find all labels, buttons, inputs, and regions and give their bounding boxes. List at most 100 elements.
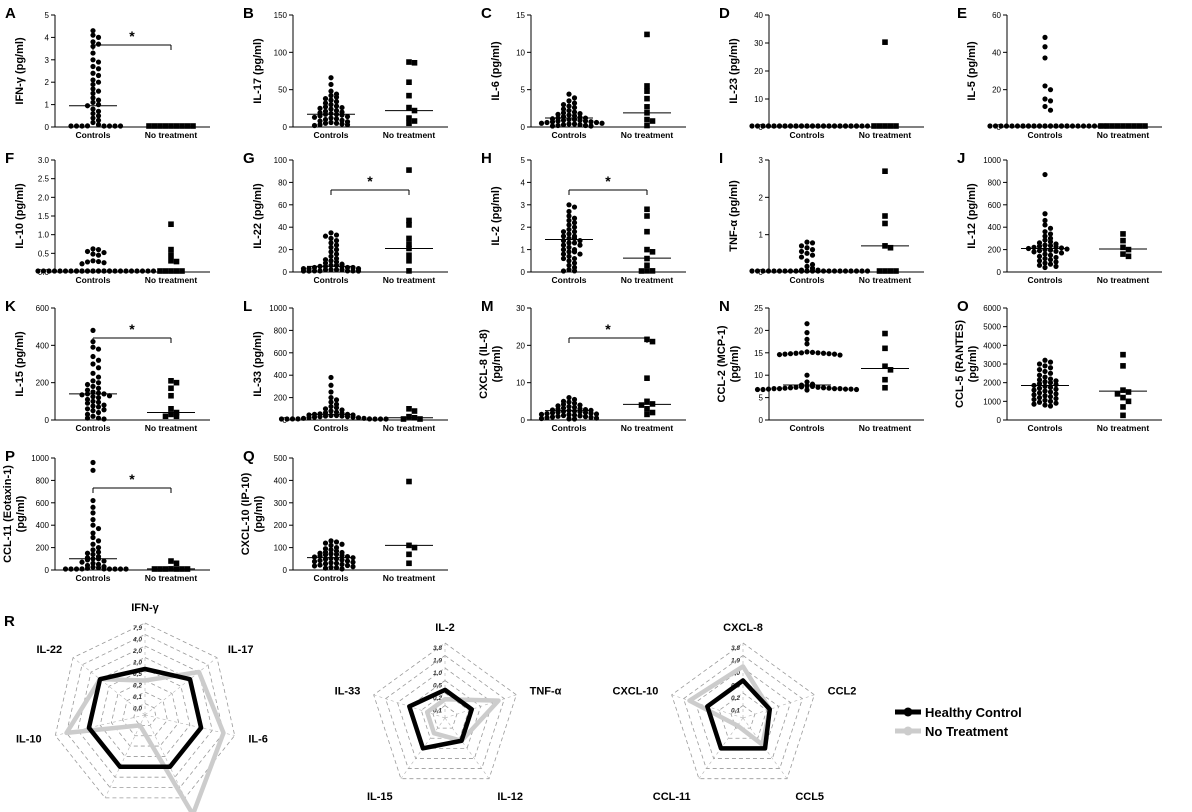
data-point-controls xyxy=(95,525,102,532)
data-point-controls xyxy=(760,386,766,393)
data-point-controls xyxy=(571,412,578,418)
data-point-controls xyxy=(90,541,96,547)
data-point-controls xyxy=(1036,381,1043,387)
data-point-no-treatment xyxy=(168,385,174,392)
data-point-no-treatment xyxy=(400,416,407,422)
data-point-controls xyxy=(95,102,102,108)
y-axis-label: TNF-α (pg/ml) xyxy=(728,180,740,252)
data-point-controls xyxy=(90,110,96,117)
data-point-no-treatment xyxy=(1120,237,1126,244)
data-point-controls xyxy=(1042,251,1048,257)
data-point-controls xyxy=(95,34,102,41)
data-point-controls xyxy=(84,415,91,421)
data-point-no-treatment xyxy=(1120,363,1126,369)
panel-label: L xyxy=(243,298,252,315)
y-tick-label: 800 xyxy=(274,326,288,335)
radar-ring-label: 0,1 xyxy=(731,708,740,715)
panel-b: B 0 50 100 150 IL-17 (pg/ml) Controls No treatm… xyxy=(243,5,448,140)
data-point-controls xyxy=(555,111,561,117)
radar-ring-label: 3,8 xyxy=(731,645,740,652)
y-tick-label: 400 xyxy=(36,341,50,350)
data-point-controls xyxy=(804,349,810,355)
y-tick-label: 0 xyxy=(521,416,526,425)
y-tick-label: 1000 xyxy=(31,454,49,463)
data-point-controls xyxy=(95,252,102,258)
data-point-controls xyxy=(809,252,816,258)
data-point-controls xyxy=(820,123,827,129)
data-point-controls xyxy=(328,97,334,103)
data-point-controls xyxy=(1080,123,1087,129)
data-point-controls xyxy=(571,240,578,246)
data-point-controls xyxy=(322,561,329,567)
data-point-controls xyxy=(311,122,318,129)
radar-series-no-treatment xyxy=(64,669,226,812)
data-point-controls xyxy=(328,262,334,268)
data-point-controls xyxy=(571,255,578,262)
data-point-controls xyxy=(809,240,816,246)
radar-axis-label: IL-10 xyxy=(16,734,42,746)
data-point-no-treatment xyxy=(1120,251,1126,257)
data-point-controls xyxy=(809,261,816,268)
data-point-controls xyxy=(322,116,329,123)
panel-label: M xyxy=(481,298,494,315)
data-point-controls xyxy=(106,268,113,274)
data-point-controls xyxy=(90,106,96,112)
y-tick-label: 0 xyxy=(45,416,50,425)
data-point-no-treatment xyxy=(411,59,418,66)
data-point-controls xyxy=(95,88,102,94)
data-point-controls xyxy=(571,113,578,119)
data-point-controls xyxy=(101,407,107,413)
data-point-controls xyxy=(344,562,351,569)
data-point-controls xyxy=(101,402,107,408)
panel-label: I xyxy=(719,150,723,167)
data-point-controls xyxy=(123,566,129,572)
data-point-controls xyxy=(1053,400,1059,406)
panel-label: D xyxy=(719,5,730,22)
data-point-controls xyxy=(311,554,318,560)
radar-ring-label: 0,2 xyxy=(133,683,142,690)
y-tick-label: 50 xyxy=(278,86,287,95)
data-point-controls xyxy=(1014,123,1021,129)
y-tick-label: 80 xyxy=(278,178,287,187)
data-point-controls xyxy=(333,238,340,244)
data-point-no-treatment xyxy=(168,268,174,274)
x-category-label: Controls xyxy=(314,423,349,433)
data-point-no-treatment xyxy=(173,258,180,265)
x-category-label: No treatment xyxy=(1097,130,1150,140)
data-point-controls xyxy=(1053,381,1059,388)
x-category-label: No treatment xyxy=(859,130,912,140)
data-point-controls xyxy=(95,346,102,352)
data-point-controls xyxy=(317,268,323,274)
data-point-no-treatment xyxy=(406,551,412,558)
y-tick-label: 0 xyxy=(283,566,288,575)
data-point-controls xyxy=(284,416,290,422)
data-point-controls xyxy=(295,416,301,422)
radar-axis-label: IL-2 xyxy=(435,622,455,634)
data-point-no-treatment xyxy=(893,268,899,274)
x-category-label: Controls xyxy=(552,423,587,433)
x-category-label: No treatment xyxy=(383,275,436,285)
data-point-no-treatment xyxy=(168,558,174,564)
data-point-controls xyxy=(328,75,334,81)
data-point-controls xyxy=(377,416,384,422)
data-point-controls xyxy=(798,248,805,255)
data-point-controls xyxy=(311,414,318,420)
data-point-controls xyxy=(101,123,107,129)
data-point-no-treatment xyxy=(644,398,650,405)
data-point-no-treatment xyxy=(417,416,423,422)
data-point-controls xyxy=(815,350,821,356)
data-point-no-treatment xyxy=(1103,123,1110,129)
data-point-controls xyxy=(804,372,810,378)
y-tick-label: 300 xyxy=(274,499,288,508)
data-point-controls xyxy=(582,122,589,129)
data-point-controls xyxy=(339,267,345,273)
data-point-controls xyxy=(328,106,334,112)
data-point-controls xyxy=(90,394,96,400)
data-point-no-treatment xyxy=(644,206,650,213)
data-point-no-treatment xyxy=(1120,231,1126,237)
data-point-controls xyxy=(804,245,810,251)
data-point-no-treatment xyxy=(406,560,412,567)
data-point-controls xyxy=(771,386,777,392)
radar-grid-ring xyxy=(718,692,768,739)
